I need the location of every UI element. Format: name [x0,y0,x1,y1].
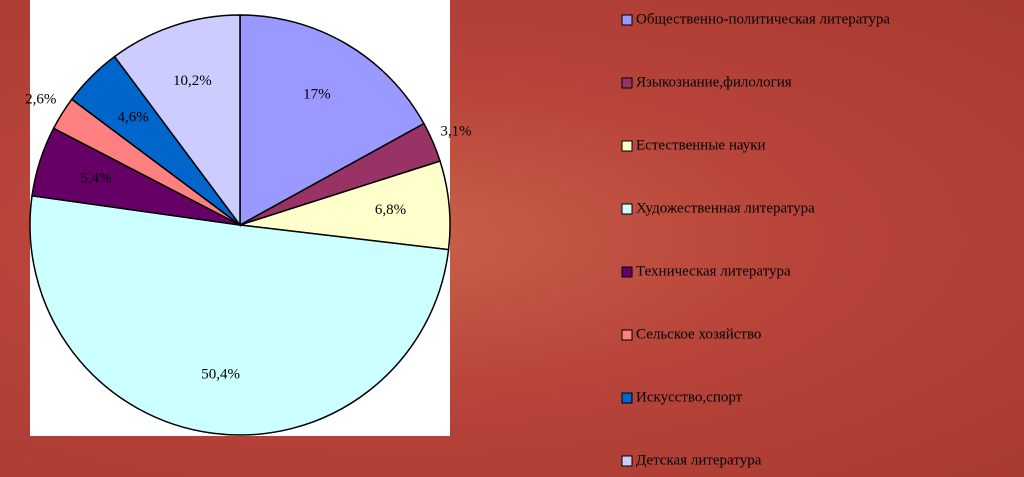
legend-label: Языкознание,филология [636,74,792,90]
legend-swatch [621,455,633,467]
data-label: 5,4% [80,170,111,186]
legend-label: Общественно-политическая литература [636,11,890,27]
legend-label: Естественные науки [636,137,766,153]
legend-label: Сельское хозяйство [636,326,761,342]
legend-swatch [621,203,633,215]
legend-label: Искусство,спорт [636,389,743,405]
data-label: 10,2% [173,73,212,89]
data-label: 50,4% [201,366,240,382]
data-label: 2,6% [25,91,56,107]
legend-swatch [621,329,633,341]
pie-slice [29,194,450,436]
pie-slice [113,14,241,228]
legend-swatch [621,14,633,26]
legend-label: Художественная литература [636,200,815,216]
legend-swatch [621,77,633,89]
legend-swatch [621,140,633,152]
legend-swatch [621,266,633,278]
legend-swatch [621,392,633,404]
data-label: 6,8% [375,202,406,218]
pie-slice [239,14,425,227]
legend-label: Техническая литература [636,263,791,279]
data-label: 17% [303,86,331,102]
legend-label: Детская литература [636,452,762,468]
data-label: 4,6% [118,109,149,125]
data-label: 3,1% [440,123,471,139]
